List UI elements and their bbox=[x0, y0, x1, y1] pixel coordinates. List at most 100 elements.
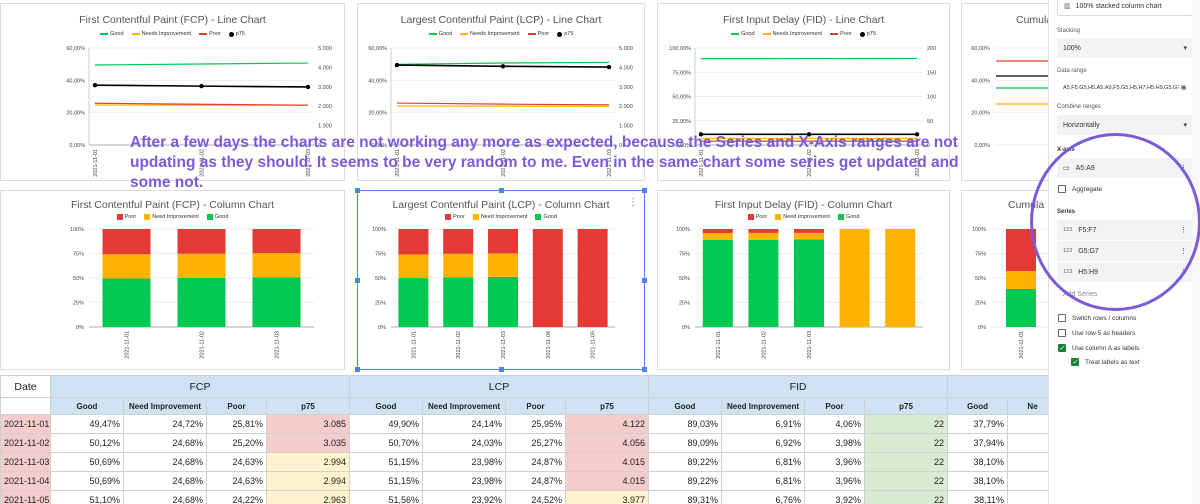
row5-headers-checkbox[interactable]: Use row 5 as headers bbox=[1058, 329, 1135, 337]
data-cell[interactable]: 3,92% bbox=[804, 490, 865, 504]
chart-type-select[interactable]: ▥ 100% stacked column chart bbox=[1057, 0, 1193, 16]
data-cell[interactable]: 24,87% bbox=[505, 452, 566, 472]
data-cell[interactable]: 24,68% bbox=[123, 452, 207, 472]
data-cell[interactable]: 2.994 bbox=[266, 452, 350, 472]
data-cell[interactable]: 49,90% bbox=[349, 414, 423, 434]
data-cell[interactable]: 22 bbox=[864, 452, 948, 472]
data-cell[interactable]: 89,22% bbox=[648, 471, 722, 491]
data-cell[interactable]: 89,31% bbox=[648, 490, 722, 504]
data-cell[interactable] bbox=[1007, 471, 1048, 491]
lcp-column-chart[interactable]: Largest Contentful Paint (LCP) - Column … bbox=[355, 188, 647, 372]
data-cell[interactable] bbox=[1007, 452, 1048, 472]
data-cell[interactable]: 6,92% bbox=[721, 433, 805, 453]
resize-handle[interactable] bbox=[642, 278, 647, 283]
fcp-line-chart[interactable]: First Contentful Paint (FCP) - Line Char… bbox=[0, 3, 345, 181]
data-cell[interactable]: 50,69% bbox=[50, 471, 124, 491]
resize-handle[interactable] bbox=[355, 278, 360, 283]
data-cell[interactable]: 4.015 bbox=[565, 471, 649, 491]
data-cell[interactable]: 3.085 bbox=[266, 414, 350, 434]
data-cell[interactable]: 24,68% bbox=[123, 433, 207, 453]
data-cell[interactable]: 38,10% bbox=[947, 471, 1008, 491]
column-header[interactable]: p75 bbox=[266, 397, 350, 415]
data-cell[interactable]: 25,81% bbox=[206, 414, 267, 434]
data-cell[interactable]: 3,96% bbox=[804, 471, 865, 491]
column-header[interactable]: Good bbox=[50, 397, 124, 415]
data-range-input[interactable]: A5,F5,G5,H5,A5:A9,F5,G5,H5,H7,H5:H9,G5:G… bbox=[1057, 78, 1193, 98]
column-header[interactable]: Poor bbox=[804, 397, 865, 415]
switch-rows-checkbox[interactable]: Switch rows / columns bbox=[1058, 314, 1136, 322]
treat-labels-checkbox[interactable]: ✓ Treat labels as text bbox=[1071, 358, 1140, 366]
data-cell[interactable] bbox=[1007, 414, 1048, 434]
data-cell[interactable]: 23,98% bbox=[422, 471, 506, 491]
data-cell[interactable]: 51,15% bbox=[349, 452, 423, 472]
data-cell[interactable]: 22 bbox=[864, 471, 948, 491]
column-header[interactable] bbox=[0, 397, 51, 415]
header-lcp[interactable]: LCP bbox=[349, 375, 649, 398]
data-cell[interactable] bbox=[1007, 433, 1048, 453]
colA-labels-checkbox[interactable]: ✓ Use column A as labels bbox=[1058, 344, 1140, 352]
data-cell[interactable]: 23,98% bbox=[422, 452, 506, 472]
data-cell[interactable]: 89,09% bbox=[648, 433, 722, 453]
column-header[interactable]: Need Improvement bbox=[721, 397, 805, 415]
header-fcp[interactable]: FCP bbox=[50, 375, 350, 398]
fid-column-chart[interactable]: First Input Delay (FID) - Column Chart P… bbox=[657, 190, 950, 370]
fid-line-chart[interactable]: First Input Delay (FID) - Line Chart Goo… bbox=[657, 3, 950, 181]
data-cell[interactable]: 24,14% bbox=[422, 414, 506, 434]
resize-handle[interactable] bbox=[499, 188, 504, 193]
data-cell[interactable]: 50,70% bbox=[349, 433, 423, 453]
column-header[interactable]: Good bbox=[349, 397, 423, 415]
data-cell[interactable]: 50,69% bbox=[50, 452, 124, 472]
data-cell[interactable]: 49,47% bbox=[50, 414, 124, 434]
data-cell[interactable]: 24,72% bbox=[123, 414, 207, 434]
cls-line-chart-partial[interactable]: Cumula 60,00% 40,00% 20,00% 0,00% bbox=[961, 3, 1062, 181]
data-cell[interactable]: 6,81% bbox=[721, 452, 805, 472]
column-header[interactable]: p75 bbox=[565, 397, 649, 415]
column-header[interactable]: Poor bbox=[206, 397, 267, 415]
data-cell[interactable]: 3,96% bbox=[804, 452, 865, 472]
data-cell[interactable]: 22 bbox=[864, 490, 948, 504]
data-cell[interactable]: 3.977 bbox=[565, 490, 649, 504]
data-cell[interactable]: 25,95% bbox=[505, 414, 566, 434]
date-cell[interactable]: 2021-11-02 bbox=[0, 433, 51, 453]
data-cell[interactable]: 24,87% bbox=[505, 471, 566, 491]
data-cell[interactable]: 4.015 bbox=[565, 452, 649, 472]
data-cell[interactable]: 38,10% bbox=[947, 452, 1008, 472]
data-cell[interactable]: 37,94% bbox=[947, 433, 1008, 453]
data-cell[interactable]: 3,98% bbox=[804, 433, 865, 453]
resize-handle[interactable] bbox=[642, 367, 647, 372]
data-cell[interactable]: 22 bbox=[864, 414, 948, 434]
column-header[interactable]: Need Improvement bbox=[123, 397, 207, 415]
column-header[interactable]: p75 bbox=[863, 397, 949, 415]
data-cell[interactable]: 22 bbox=[864, 433, 948, 453]
date-cell[interactable]: 2021-11-03 bbox=[0, 452, 51, 472]
resize-handle[interactable] bbox=[355, 188, 360, 193]
data-cell[interactable]: 6,81% bbox=[721, 471, 805, 491]
header-cls[interactable] bbox=[947, 375, 1048, 398]
data-cell[interactable]: 23,92% bbox=[422, 490, 506, 504]
data-cell[interactable]: 6,76% bbox=[721, 490, 805, 504]
fcp-column-chart[interactable]: First Contentful Paint (FCP) - Column Ch… bbox=[0, 190, 345, 370]
data-cell[interactable]: 25,27% bbox=[505, 433, 566, 453]
data-cell[interactable]: 24,63% bbox=[206, 452, 267, 472]
data-cell[interactable]: 4.056 bbox=[565, 433, 649, 453]
data-cell[interactable]: 51,56% bbox=[349, 490, 423, 504]
more-vert-icon[interactable]: ⋮ bbox=[628, 197, 638, 208]
data-cell[interactable]: 2.994 bbox=[266, 471, 350, 491]
grid-icon[interactable]: ▦ bbox=[1181, 85, 1187, 91]
lcp-line-chart[interactable]: Largest Contentful Paint (LCP) - Line Ch… bbox=[357, 3, 645, 181]
date-cell[interactable]: 2021-11-01 bbox=[0, 414, 51, 434]
data-cell[interactable]: 51,15% bbox=[349, 471, 423, 491]
data-cell[interactable]: 2.963 bbox=[266, 490, 350, 504]
data-cell[interactable]: 24,68% bbox=[123, 471, 207, 491]
data-cell[interactable]: 24,68% bbox=[123, 490, 207, 504]
column-header[interactable]: Good bbox=[648, 397, 722, 415]
data-cell[interactable]: 89,03% bbox=[648, 414, 722, 434]
resize-handle[interactable] bbox=[642, 188, 647, 193]
resize-handle[interactable] bbox=[499, 367, 504, 372]
column-header[interactable]: Ne bbox=[1007, 397, 1048, 415]
data-cell[interactable]: 25,20% bbox=[206, 433, 267, 453]
data-cell[interactable]: 89,22% bbox=[648, 452, 722, 472]
data-cell[interactable]: 24,63% bbox=[206, 471, 267, 491]
data-cell[interactable]: 4.122 bbox=[565, 414, 649, 434]
data-cell[interactable]: 4,06% bbox=[804, 414, 865, 434]
